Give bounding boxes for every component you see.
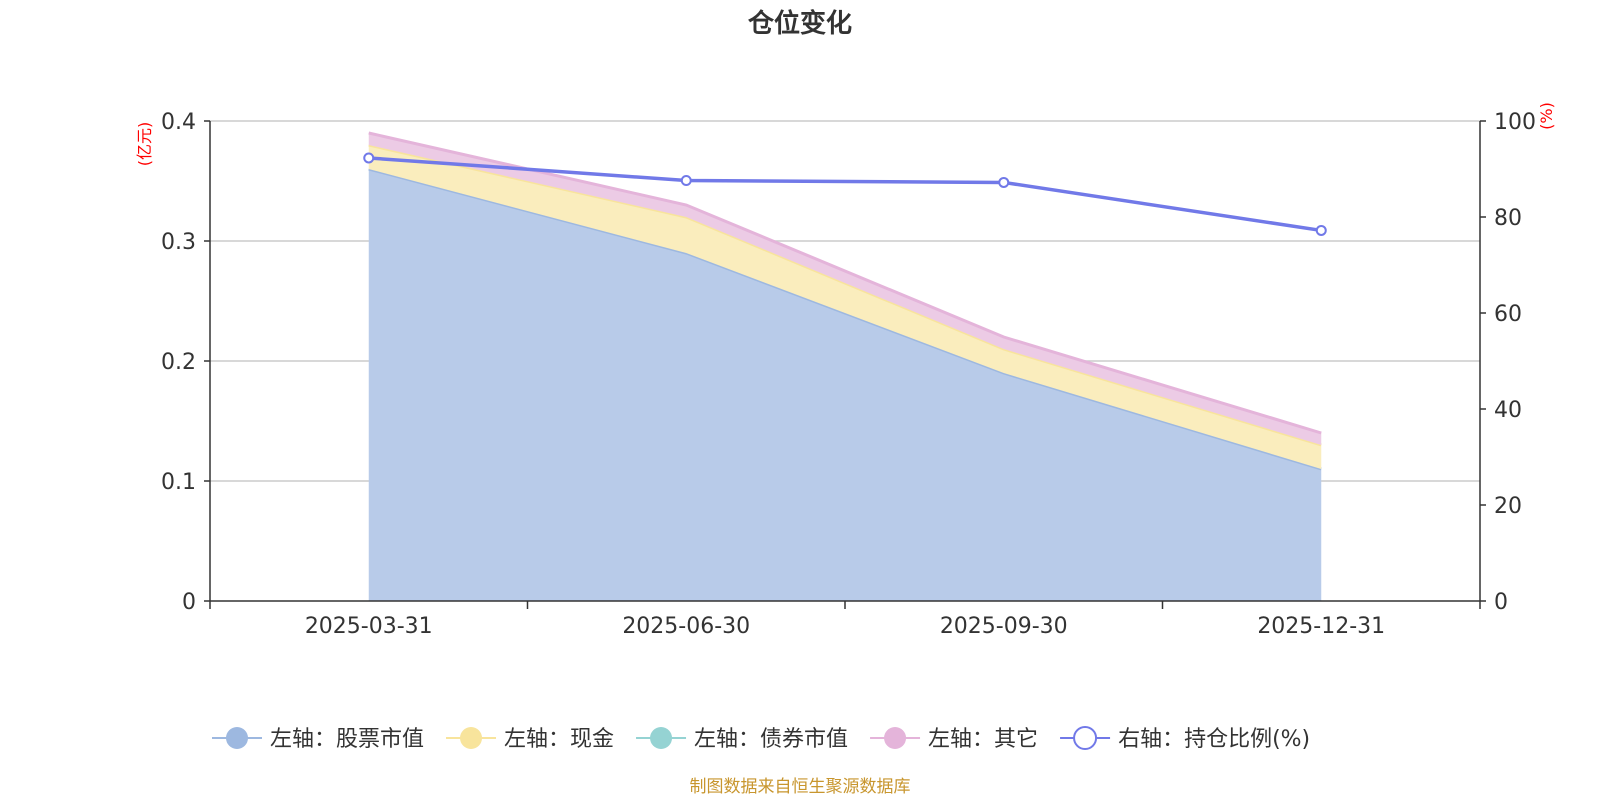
ratio-point [998, 176, 1010, 188]
data-source-note: 制图数据来自恒生聚源数据库 [690, 777, 911, 797]
chart-title: 仓位变化 [747, 8, 852, 39]
legend-label: 左轴：其它 [928, 727, 1038, 752]
left-axis-tick-label: 0.1 [161, 470, 196, 495]
ratio-point [1315, 224, 1327, 236]
x-axis-label: 2025-09-30 [940, 614, 1068, 639]
legend-item-2: 左轴：债券市值 [636, 727, 848, 752]
ratio-line-path [368, 156, 1322, 233]
legend-label: 左轴：债券市值 [694, 727, 848, 752]
x-axis-label: 2025-12-31 [1257, 614, 1385, 639]
legend-label: 左轴：现金 [504, 727, 614, 752]
legend-marker [226, 727, 248, 749]
right-axis-tick-label: 20 [1494, 494, 1522, 519]
x-axis-label: 2025-03-31 [305, 614, 433, 639]
legend: 左轴：股票市值 左轴：现金 左轴：债券市值 左轴：其它 右轴：持仓比例(%) [212, 726, 1310, 752]
legend-marker [884, 727, 907, 749]
right-axis-tick-label: 100 [1494, 110, 1536, 135]
stacked-areas [368, 131, 1322, 601]
left-axis-tick-label: 0.4 [161, 110, 196, 135]
right-axis-unit: (%) [1537, 102, 1556, 130]
right-axis-tick-label: 60 [1494, 302, 1522, 327]
ratio-point [363, 152, 375, 164]
legend-item-4: 右轴：持仓比例(%) [1060, 726, 1310, 752]
legend-item-3: 左轴：其它 [870, 727, 1038, 752]
left-axis-unit: (亿元) [135, 122, 154, 167]
legend-item-0: 左轴：股票市值 [212, 727, 424, 752]
legend-label: 左轴：股票市值 [270, 727, 424, 752]
area-series-3 [368, 133, 1322, 445]
area-series-1 [368, 145, 1322, 469]
left-axis-tick-label: 0 [182, 590, 196, 615]
left-axis-tick-label: 0.2 [161, 350, 196, 375]
legend-marker [460, 727, 483, 749]
legend-marker [650, 727, 673, 749]
ratio-point [680, 175, 692, 187]
right-axis-tick-label: 40 [1494, 398, 1522, 423]
right-axis-tick-label: 0 [1494, 590, 1508, 615]
left-axis-tick-label: 0.3 [161, 230, 196, 255]
legend-item-1: 左轴：现金 [446, 727, 614, 752]
axes: 0 0.1 0.2 0.3 0.4 0 20 40 60 80 100 2025-03-31 2025-… [161, 110, 1536, 639]
area-series-0 [368, 169, 1322, 601]
ratio-line [363, 152, 1327, 236]
legend-label: 右轴：持仓比例(%) [1118, 727, 1310, 752]
x-axis-label: 2025-06-30 [622, 614, 750, 639]
legend-marker [1073, 726, 1098, 750]
right-axis-tick-label: 80 [1494, 206, 1522, 231]
